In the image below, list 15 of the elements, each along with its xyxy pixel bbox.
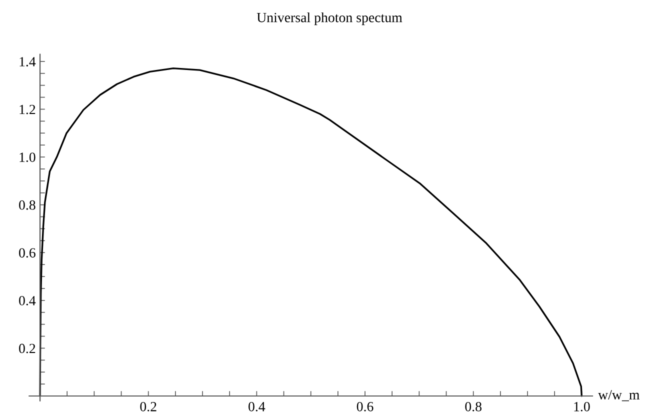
x-axis-title: w/w_m — [598, 390, 640, 402]
y-tick-label: 1.0 — [20, 152, 36, 162]
x-tick-label: 0.6 — [356, 402, 374, 412]
x-tick-label: 0.8 — [465, 402, 482, 412]
x-tick-label: 1.0 — [574, 402, 590, 412]
chart-title: Universal photon spectum — [256, 12, 402, 26]
y-tick-label: 0.2 — [19, 344, 36, 354]
x-tick-label: 0.4 — [248, 402, 266, 412]
y-tick-label: 0.8 — [19, 200, 36, 210]
y-tick-label: 1.4 — [20, 57, 36, 66]
line-series — [39, 68, 583, 397]
y-tick-label: 0.4 — [19, 296, 36, 306]
x-tick-label: 0.2 — [140, 402, 156, 412]
y-tick-label: 1.2 — [20, 104, 36, 114]
y-tick-label: 0.6 — [19, 248, 36, 258]
